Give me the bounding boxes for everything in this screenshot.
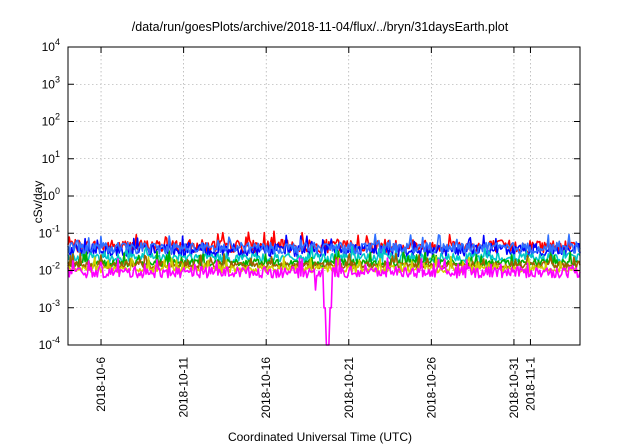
y-tick-label: 10-2 bbox=[39, 261, 60, 278]
series-line bbox=[67, 243, 581, 264]
x-tick-label: 2018-10-16 bbox=[259, 357, 273, 419]
x-axis-label: Coordinated Universal Time (UTC) bbox=[227, 430, 413, 444]
y-tick-label: 104 bbox=[42, 37, 60, 54]
y-tick-label: 103 bbox=[42, 74, 60, 91]
x-tick-label: 2018-10-31 bbox=[507, 357, 521, 419]
series-line bbox=[67, 255, 581, 274]
series-line bbox=[67, 234, 581, 258]
axis-ticks: 10-4 10-3 10-2 10-1 100 101 102 103 104 2018-10-6… bbox=[39, 37, 580, 418]
series-lines bbox=[67, 230, 581, 346]
x-tick-label: 2018-11-1 bbox=[523, 357, 537, 411]
x-tick-label: 2018-10-6 bbox=[94, 357, 108, 412]
y-tick-label: 101 bbox=[42, 149, 60, 166]
y-tick-label: 10-4 bbox=[39, 335, 60, 352]
x-tick-label: 2018-10-21 bbox=[342, 357, 356, 419]
series-line bbox=[67, 233, 581, 255]
y-tick-label: 102 bbox=[42, 112, 60, 129]
x-tick-label: 2018-10-11 bbox=[177, 357, 191, 418]
x-tick-label: 2018-10-26 bbox=[424, 357, 438, 419]
y-tick-label: 10-3 bbox=[39, 298, 60, 315]
y-tick-label: 10-1 bbox=[39, 223, 60, 240]
chart-title: /data/run/goesPlots/archive/2018-11-04/f… bbox=[131, 20, 509, 34]
y-tick-label: 100 bbox=[42, 186, 60, 203]
series-line bbox=[67, 257, 581, 346]
